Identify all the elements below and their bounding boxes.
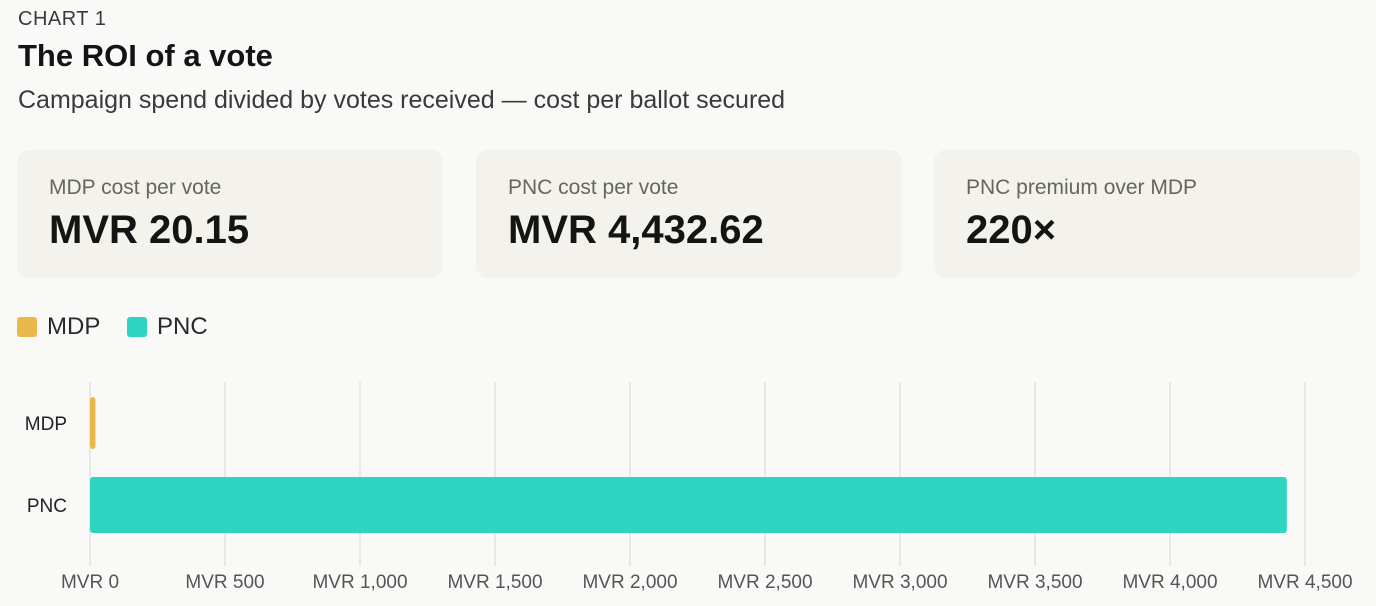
chart-x-axis: MVR 0 MVR 500 MVR 1,000 MVR 1,500 MVR 2,000 M… [61, 572, 1353, 593]
stat-card-label: MDP cost per vote [49, 176, 222, 199]
x-tick-label: MVR 1,000 [312, 572, 407, 593]
legend-swatch-pnc [127, 317, 147, 337]
bar-mdp[interactable] [90, 397, 96, 449]
legend-swatch-mdp [17, 317, 37, 337]
stat-card-label: PNC premium over MDP [966, 176, 1198, 199]
stat-card-value: MVR 20.15 [49, 208, 250, 252]
chart-gridlines [89, 382, 1306, 566]
x-tick-label: MVR 4,500 [1257, 572, 1352, 593]
category-label-pnc: PNC [27, 496, 67, 517]
x-tick-label: MVR 1,500 [447, 572, 542, 593]
stat-card-value: MVR 4,432.62 [508, 208, 764, 252]
x-tick-label: MVR 3,000 [852, 572, 947, 593]
stat-card-pnc-cost: PNC cost per vote MVR 4,432.62 [476, 150, 902, 278]
x-tick-label: MVR 3,500 [987, 572, 1082, 593]
stat-cards: MDP cost per vote MVR 20.15 PNC cost per… [17, 150, 1361, 278]
category-label-mdp: MDP [25, 414, 67, 435]
stat-card-label: PNC cost per vote [508, 176, 679, 199]
legend-label: PNC [157, 313, 208, 340]
x-tick-label: MVR 2,500 [717, 572, 812, 593]
chart-bars [90, 397, 1287, 533]
x-tick-label: MVR 0 [61, 572, 119, 593]
chart-category-labels: MDP PNC [25, 414, 67, 517]
stat-card-mdp-cost: MDP cost per vote MVR 20.15 [17, 150, 443, 278]
chart-subtitle: Campaign spend divided by votes received… [18, 86, 786, 114]
x-tick-label: MVR 500 [185, 572, 264, 593]
stat-card-premium: PNC premium over MDP 220× [934, 150, 1360, 278]
legend-label: MDP [47, 313, 101, 340]
x-tick-label: MVR 4,000 [1122, 572, 1217, 593]
chart-eyebrow: CHART 1 [18, 8, 107, 30]
stat-card-value: 220× [966, 208, 1057, 252]
bar-pnc[interactable] [90, 477, 1287, 533]
x-tick-label: MVR 2,000 [582, 572, 677, 593]
chart-title: The ROI of a vote [18, 38, 273, 73]
